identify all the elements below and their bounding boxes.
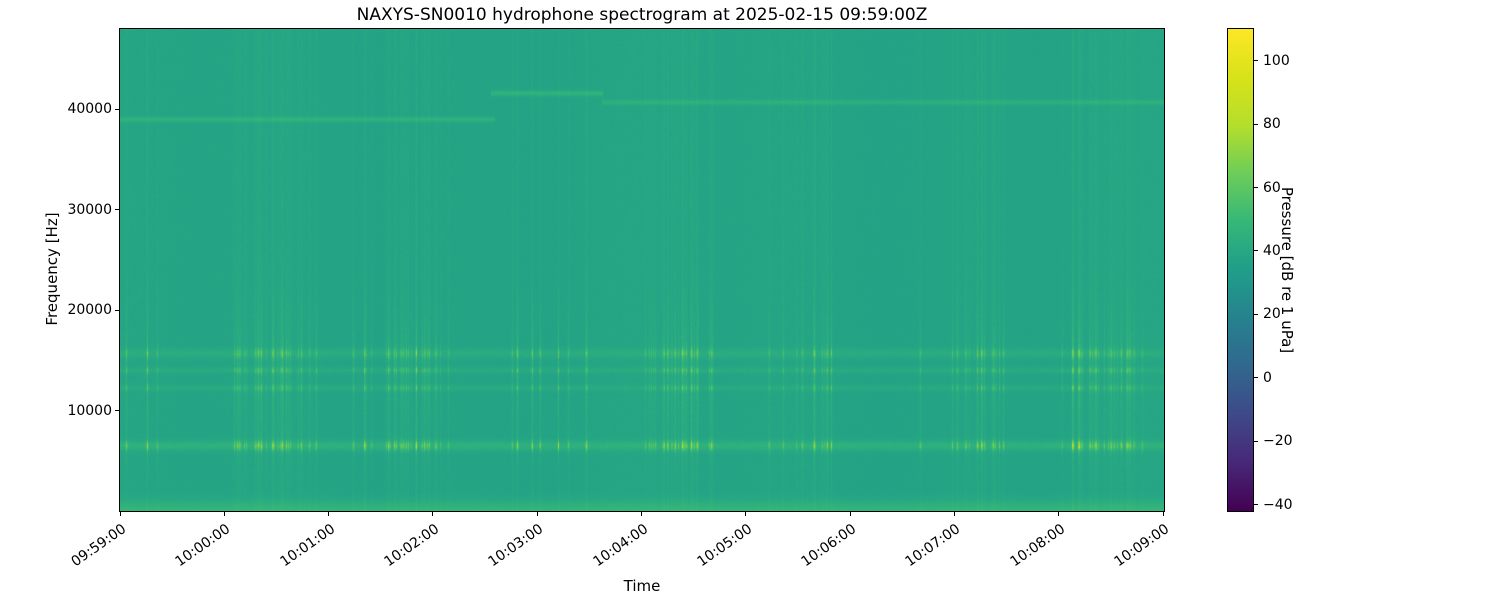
x-tick-mark — [1058, 512, 1060, 516]
chart-title: NAXYS-SN0010 hydrophone spectrogram at 2… — [356, 5, 928, 25]
colorbar-tick-mark — [1254, 440, 1258, 442]
colorbar-tick-mark — [1254, 60, 1258, 62]
x-tick-mark — [328, 512, 330, 516]
y-tick-mark — [115, 309, 119, 311]
y-tick-label: 20000 — [67, 302, 112, 319]
x-axis-label: Time — [623, 577, 661, 595]
spectrogram-heatmap — [120, 29, 1164, 511]
x-tick-mark — [849, 512, 851, 516]
x-tick-mark — [432, 512, 434, 516]
x-tick-label: 10:00:00 — [172, 521, 234, 571]
x-tick-mark — [119, 512, 121, 516]
colorbar-tick-mark — [1254, 250, 1258, 252]
colorbar-tick-label: 40 — [1263, 242, 1281, 259]
x-tick-mark — [745, 512, 747, 516]
y-tick-label: 30000 — [67, 201, 112, 218]
colorbar-label: Pressure [dB re 1 uPa] — [1278, 186, 1296, 354]
y-tick-mark — [115, 108, 119, 110]
x-tick-mark — [953, 512, 955, 516]
colorbar-tick-label: 0 — [1263, 369, 1272, 386]
colorbar-tick-label: −20 — [1263, 433, 1293, 450]
colorbar-tick-mark — [1254, 504, 1258, 506]
x-tick-label: 10:08:00 — [1007, 521, 1068, 571]
x-tick-mark — [536, 512, 538, 516]
x-tick-label: 10:07:00 — [902, 521, 964, 571]
colorbar-tick-label: 60 — [1263, 179, 1281, 196]
x-tick-label: 09:59:00 — [68, 521, 130, 571]
y-tick-label: 10000 — [67, 402, 112, 419]
x-tick-mark — [223, 512, 225, 516]
y-tick-mark — [115, 209, 119, 211]
colorbar-tick-label: −40 — [1263, 496, 1293, 513]
x-tick-label: 10:06:00 — [798, 521, 860, 571]
colorbar-tick-label: 20 — [1263, 306, 1281, 323]
colorbar-tick-mark — [1254, 377, 1258, 379]
x-tick-label: 10:05:00 — [694, 521, 755, 571]
colorbar-tick-label: 100 — [1263, 52, 1290, 69]
colorbar-tick-mark — [1254, 187, 1258, 189]
colorbar-gradient — [1228, 29, 1253, 511]
x-tick-label: 10:01:00 — [277, 521, 338, 571]
x-tick-label: 10:09:00 — [1111, 521, 1173, 571]
x-tick-label: 10:02:00 — [381, 521, 443, 571]
plot-area — [119, 28, 1165, 512]
colorbar-tick-label: 80 — [1263, 116, 1281, 133]
x-tick-mark — [641, 512, 642, 516]
y-tick-label: 40000 — [67, 101, 112, 118]
colorbar-tick-mark — [1254, 313, 1258, 315]
x-tick-mark — [1162, 512, 1164, 516]
colorbar — [1227, 28, 1254, 512]
x-tick-label: 10:04:00 — [589, 521, 651, 571]
y-tick-mark — [115, 410, 119, 412]
colorbar-tick-mark — [1254, 123, 1258, 125]
x-tick-label: 10:03:00 — [485, 521, 547, 571]
